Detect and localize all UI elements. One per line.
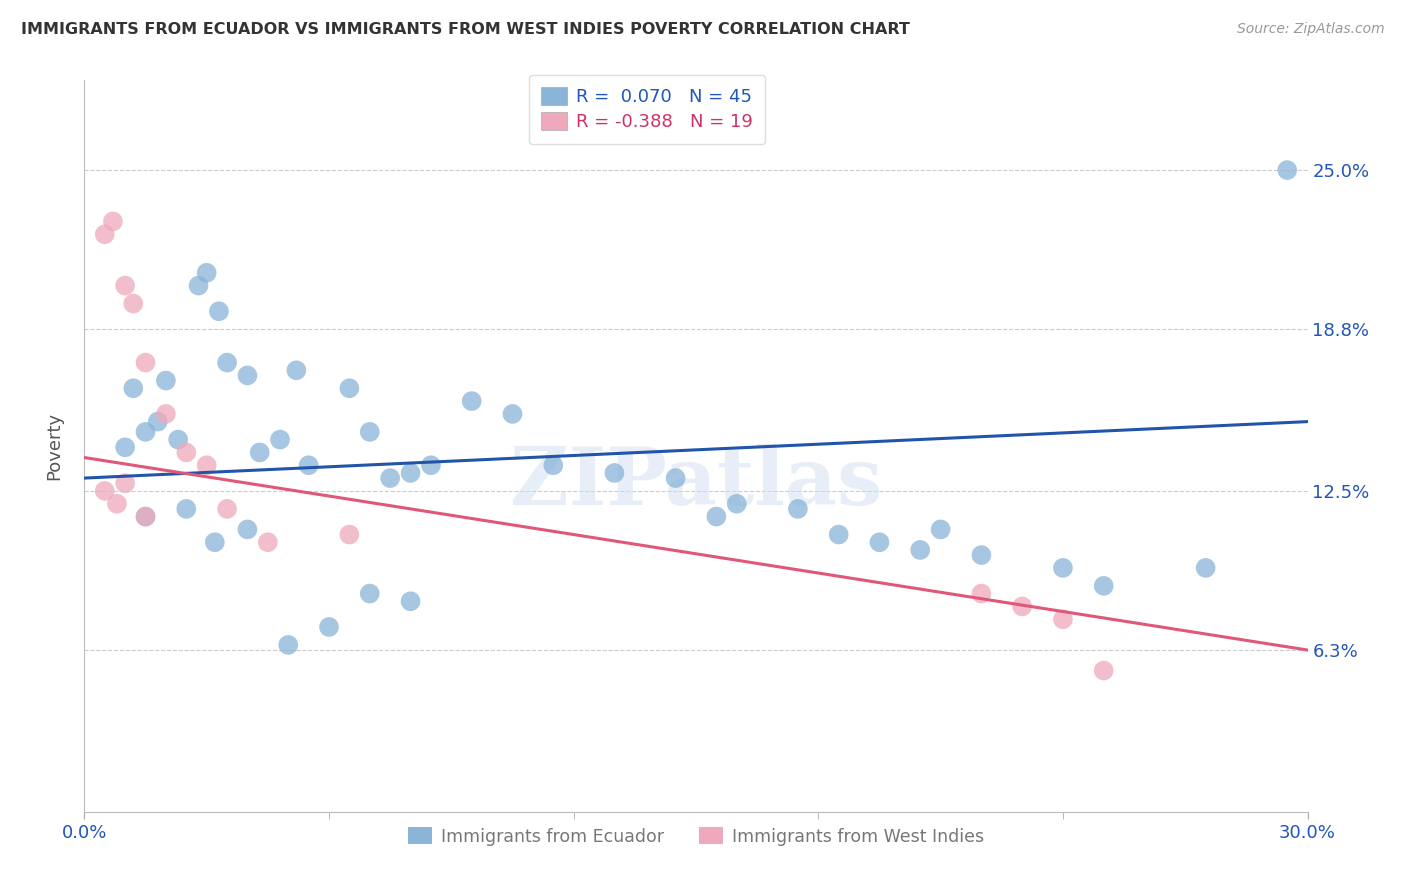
Point — [787, 501, 810, 516]
Point — [105, 497, 128, 511]
Point — [114, 476, 136, 491]
Point — [339, 381, 361, 395]
Point — [298, 458, 321, 473]
Point — [217, 501, 239, 516]
Point — [269, 433, 291, 447]
Point — [461, 394, 484, 409]
Point — [208, 304, 231, 318]
Point — [399, 594, 422, 608]
Point — [155, 374, 177, 388]
Point — [929, 523, 952, 537]
Point — [828, 527, 851, 541]
Point — [93, 483, 115, 498]
Text: ZIPatlas: ZIPatlas — [510, 443, 882, 522]
Point — [135, 509, 157, 524]
Point — [135, 425, 157, 439]
Point — [970, 586, 993, 600]
Point — [502, 407, 524, 421]
Point — [1052, 561, 1074, 575]
Point — [114, 440, 136, 454]
Point — [970, 548, 993, 562]
Point — [543, 458, 565, 473]
Point — [146, 415, 169, 429]
Point — [174, 501, 197, 516]
Point — [249, 445, 271, 459]
Point — [706, 509, 728, 524]
Point — [1277, 163, 1299, 178]
Point — [1011, 599, 1033, 614]
Point — [285, 363, 308, 377]
Point — [359, 425, 381, 439]
Point — [135, 355, 157, 369]
Point — [122, 381, 145, 395]
Point — [1092, 579, 1115, 593]
Point — [380, 471, 402, 485]
Point — [195, 458, 218, 473]
Point — [665, 471, 688, 485]
Point — [236, 368, 259, 383]
Point — [135, 509, 157, 524]
Point — [155, 407, 177, 421]
Point — [236, 523, 259, 537]
Text: IMMIGRANTS FROM ECUADOR VS IMMIGRANTS FROM WEST INDIES POVERTY CORRELATION CHART: IMMIGRANTS FROM ECUADOR VS IMMIGRANTS FR… — [21, 22, 910, 37]
Point — [277, 638, 299, 652]
Point — [195, 266, 218, 280]
Point — [204, 535, 226, 549]
Point — [167, 433, 190, 447]
Point — [339, 527, 361, 541]
Point — [101, 214, 124, 228]
Text: Source: ZipAtlas.com: Source: ZipAtlas.com — [1237, 22, 1385, 37]
Point — [93, 227, 115, 242]
Y-axis label: Poverty: Poverty — [45, 412, 63, 480]
Point — [1052, 612, 1074, 626]
Point — [1092, 664, 1115, 678]
Point — [174, 445, 197, 459]
Point — [122, 296, 145, 310]
Point — [318, 620, 340, 634]
Point — [603, 466, 626, 480]
Point — [1195, 561, 1218, 575]
Point — [399, 466, 422, 480]
Point — [187, 278, 209, 293]
Point — [420, 458, 443, 473]
Point — [910, 543, 932, 558]
Point — [257, 535, 280, 549]
Point — [725, 497, 748, 511]
Legend: Immigrants from Ecuador, Immigrants from West Indies: Immigrants from Ecuador, Immigrants from… — [399, 819, 993, 855]
Point — [359, 586, 381, 600]
Point — [114, 278, 136, 293]
Point — [869, 535, 891, 549]
Point — [217, 355, 239, 369]
